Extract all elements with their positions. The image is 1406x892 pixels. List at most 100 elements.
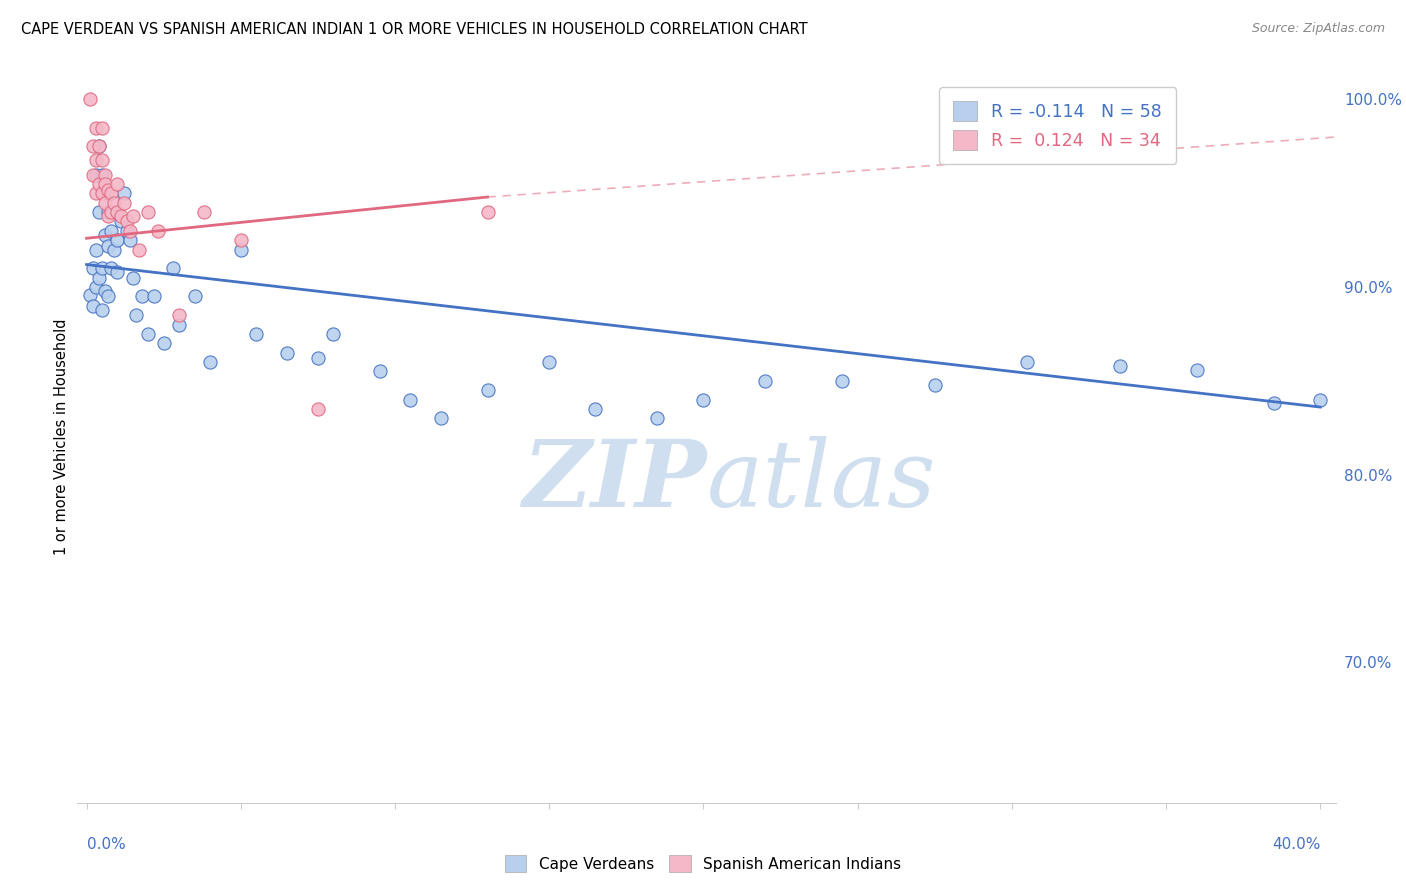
Point bbox=[645, 411, 668, 425]
Y-axis label: 1 or more Vehicles in Household: 1 or more Vehicles in Household bbox=[53, 318, 69, 556]
Point bbox=[103, 243, 125, 257]
Point bbox=[97, 239, 120, 253]
Point bbox=[754, 374, 776, 388]
Point bbox=[1263, 396, 1285, 410]
Point bbox=[118, 224, 141, 238]
Point bbox=[152, 336, 174, 351]
Point bbox=[477, 383, 499, 397]
Point bbox=[924, 377, 946, 392]
Point bbox=[84, 168, 107, 182]
Point bbox=[115, 214, 138, 228]
Point bbox=[692, 392, 714, 407]
Point bbox=[162, 261, 184, 276]
Point bbox=[121, 209, 143, 223]
Point bbox=[107, 233, 129, 247]
Point bbox=[94, 186, 117, 201]
Point bbox=[91, 168, 114, 182]
Point bbox=[430, 411, 453, 425]
Point bbox=[100, 261, 122, 276]
Text: 0.0%: 0.0% bbox=[87, 837, 125, 852]
Point bbox=[79, 287, 101, 301]
Point bbox=[82, 261, 104, 276]
Point bbox=[112, 186, 135, 201]
Point bbox=[91, 120, 114, 135]
Point bbox=[87, 139, 110, 153]
Point bbox=[167, 318, 190, 332]
Point bbox=[112, 195, 135, 210]
Text: Source: ZipAtlas.com: Source: ZipAtlas.com bbox=[1251, 22, 1385, 36]
Point bbox=[1309, 392, 1331, 407]
Point bbox=[585, 401, 607, 416]
Point bbox=[94, 168, 117, 182]
Point bbox=[97, 209, 120, 223]
Point bbox=[107, 265, 129, 279]
Point bbox=[91, 186, 114, 201]
Point bbox=[107, 205, 129, 219]
Point bbox=[831, 374, 853, 388]
Point bbox=[82, 299, 104, 313]
Legend: R = -0.114   N = 58, R =  0.124   N = 34: R = -0.114 N = 58, R = 0.124 N = 34 bbox=[939, 87, 1175, 164]
Point bbox=[91, 261, 114, 276]
Point bbox=[97, 289, 120, 303]
Point bbox=[538, 355, 561, 369]
Point bbox=[87, 139, 110, 153]
Point bbox=[94, 177, 117, 191]
Point bbox=[322, 326, 344, 341]
Point bbox=[100, 186, 122, 201]
Point bbox=[84, 120, 107, 135]
Point bbox=[193, 205, 215, 219]
Point bbox=[198, 355, 221, 369]
Point bbox=[94, 284, 117, 298]
Point bbox=[121, 270, 143, 285]
Point bbox=[97, 205, 120, 219]
Point bbox=[136, 205, 159, 219]
Point bbox=[87, 270, 110, 285]
Point bbox=[115, 224, 138, 238]
Point bbox=[136, 326, 159, 341]
Point bbox=[307, 351, 329, 366]
Point bbox=[87, 177, 110, 191]
Text: 40.0%: 40.0% bbox=[1272, 837, 1320, 852]
Point bbox=[100, 205, 122, 219]
Point bbox=[1108, 359, 1130, 373]
Point bbox=[94, 195, 117, 210]
Point bbox=[131, 289, 153, 303]
Point bbox=[107, 177, 129, 191]
Point bbox=[245, 326, 267, 341]
Point bbox=[100, 224, 122, 238]
Point bbox=[477, 205, 499, 219]
Point bbox=[79, 93, 101, 107]
Point bbox=[229, 233, 252, 247]
Point bbox=[167, 308, 190, 322]
Point bbox=[91, 153, 114, 167]
Point bbox=[84, 153, 107, 167]
Point bbox=[97, 182, 120, 196]
Point bbox=[84, 243, 107, 257]
Point bbox=[110, 214, 132, 228]
Point bbox=[118, 233, 141, 247]
Point bbox=[146, 224, 169, 238]
Point bbox=[399, 392, 422, 407]
Point bbox=[276, 345, 298, 359]
Text: atlas: atlas bbox=[707, 436, 936, 526]
Point bbox=[368, 364, 391, 378]
Point bbox=[82, 168, 104, 182]
Point bbox=[84, 186, 107, 201]
Text: CAPE VERDEAN VS SPANISH AMERICAN INDIAN 1 OR MORE VEHICLES IN HOUSEHOLD CORRELAT: CAPE VERDEAN VS SPANISH AMERICAN INDIAN … bbox=[21, 22, 807, 37]
Point bbox=[110, 209, 132, 223]
Point bbox=[128, 243, 150, 257]
Text: ZIP: ZIP bbox=[522, 436, 707, 526]
Point bbox=[143, 289, 166, 303]
Point bbox=[91, 302, 114, 317]
Point bbox=[229, 243, 252, 257]
Point bbox=[125, 308, 148, 322]
Point bbox=[1017, 355, 1039, 369]
Point bbox=[307, 401, 329, 416]
Point bbox=[1185, 362, 1208, 376]
Point bbox=[87, 205, 110, 219]
Point bbox=[183, 289, 205, 303]
Point bbox=[103, 195, 125, 210]
Point bbox=[82, 139, 104, 153]
Legend: Cape Verdeans, Spanish American Indians: Cape Verdeans, Spanish American Indians bbox=[498, 847, 908, 880]
Point bbox=[94, 227, 117, 242]
